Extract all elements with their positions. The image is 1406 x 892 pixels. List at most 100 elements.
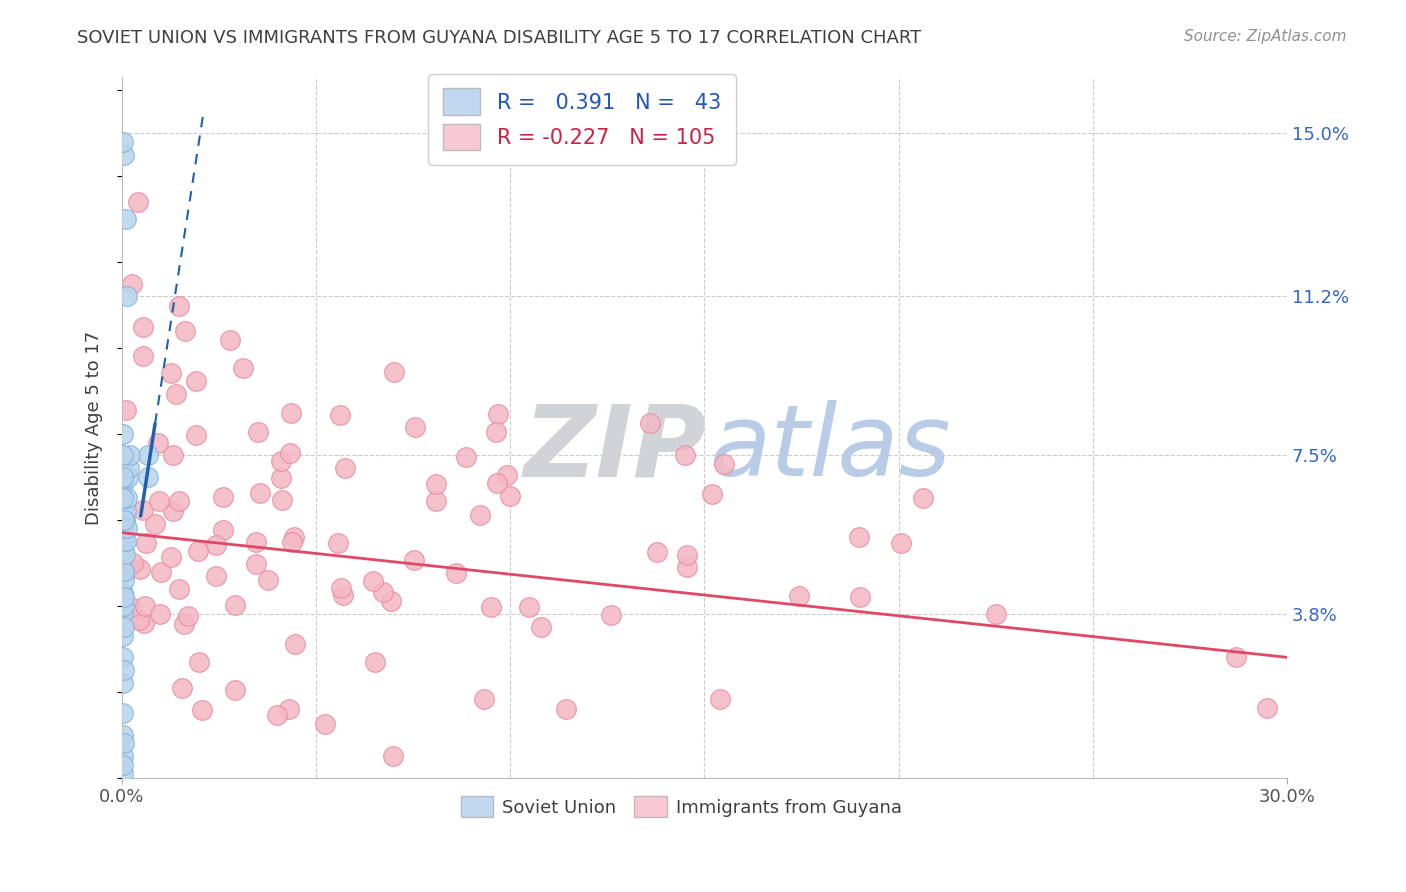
Point: [425, 476, 447, 491]
Point: [112, 663, 135, 677]
Point: [169, 582, 191, 596]
Point: [280, 405, 302, 419]
Point: [232, 361, 254, 376]
Text: SOVIET UNION VS IMMIGRANTS FROM GUYANA DISABILITY AGE 5 TO 17 CORRELATION CHART: SOVIET UNION VS IMMIGRANTS FROM GUYANA D…: [77, 29, 921, 46]
Point: [165, 387, 187, 401]
Point: [169, 494, 191, 508]
Point: [485, 425, 508, 440]
Point: [148, 493, 170, 508]
Point: [149, 607, 172, 621]
Point: [111, 500, 134, 514]
Point: [132, 503, 155, 517]
Point: [187, 544, 209, 558]
Point: [270, 454, 292, 468]
Point: [848, 590, 870, 604]
Point: [111, 449, 134, 463]
Point: [554, 702, 576, 716]
Point: [848, 530, 870, 544]
Point: [159, 366, 181, 380]
Point: [114, 547, 136, 561]
Point: [361, 574, 384, 588]
Point: [402, 553, 425, 567]
Point: [270, 471, 292, 485]
Point: [314, 717, 336, 731]
Point: [111, 607, 134, 622]
Point: [115, 504, 138, 518]
Point: [709, 692, 731, 706]
Point: [499, 489, 522, 503]
Point: [673, 449, 696, 463]
Point: [333, 461, 356, 475]
Point: [470, 508, 492, 523]
Point: [112, 135, 135, 149]
Point: [1225, 650, 1247, 665]
Point: [371, 585, 394, 599]
Point: [138, 470, 160, 484]
Point: [173, 616, 195, 631]
Point: [128, 613, 150, 627]
Point: [191, 703, 214, 717]
Point: [111, 565, 134, 579]
Point: [890, 535, 912, 549]
Point: [485, 475, 508, 490]
Point: [160, 550, 183, 565]
Point: [281, 534, 304, 549]
Point: [132, 319, 155, 334]
Point: [381, 749, 404, 764]
Point: [702, 487, 724, 501]
Point: [128, 562, 150, 576]
Point: [117, 289, 139, 303]
Point: [112, 620, 135, 634]
Point: [111, 542, 134, 557]
Point: [277, 702, 299, 716]
Point: [984, 607, 1007, 622]
Point: [118, 461, 141, 475]
Point: [135, 536, 157, 550]
Point: [150, 566, 173, 580]
Point: [121, 556, 143, 570]
Point: [112, 513, 135, 527]
Point: [479, 599, 502, 614]
Point: [111, 586, 134, 600]
Point: [425, 493, 447, 508]
Point: [212, 490, 235, 504]
Point: [114, 513, 136, 527]
Point: [112, 590, 135, 604]
Point: [111, 426, 134, 441]
Point: [472, 692, 495, 706]
Point: [111, 521, 134, 535]
Point: [245, 535, 267, 549]
Legend: Soviet Union, Immigrants from Guyana: Soviet Union, Immigrants from Guyana: [453, 789, 910, 824]
Point: [132, 349, 155, 363]
Point: [115, 534, 138, 549]
Point: [278, 446, 301, 460]
Point: [328, 535, 350, 549]
Point: [121, 277, 143, 291]
Point: [380, 594, 402, 608]
Point: [112, 757, 135, 772]
Point: [382, 365, 405, 379]
Point: [111, 749, 134, 764]
Text: ZIP: ZIP: [524, 400, 707, 497]
Point: [364, 655, 387, 669]
Point: [111, 676, 134, 690]
Point: [111, 650, 134, 665]
Point: [675, 548, 697, 562]
Point: [111, 766, 134, 780]
Point: [111, 470, 134, 484]
Text: atlas: atlas: [710, 400, 952, 497]
Point: [1256, 700, 1278, 714]
Text: Source: ZipAtlas.com: Source: ZipAtlas.com: [1184, 29, 1347, 44]
Point: [143, 517, 166, 532]
Point: [486, 408, 509, 422]
Point: [204, 569, 226, 583]
Point: [224, 683, 246, 698]
Point: [132, 615, 155, 630]
Point: [188, 655, 211, 669]
Point: [249, 486, 271, 500]
Point: [174, 325, 197, 339]
Point: [329, 408, 352, 422]
Point: [115, 521, 138, 535]
Point: [115, 403, 138, 417]
Point: [111, 478, 134, 492]
